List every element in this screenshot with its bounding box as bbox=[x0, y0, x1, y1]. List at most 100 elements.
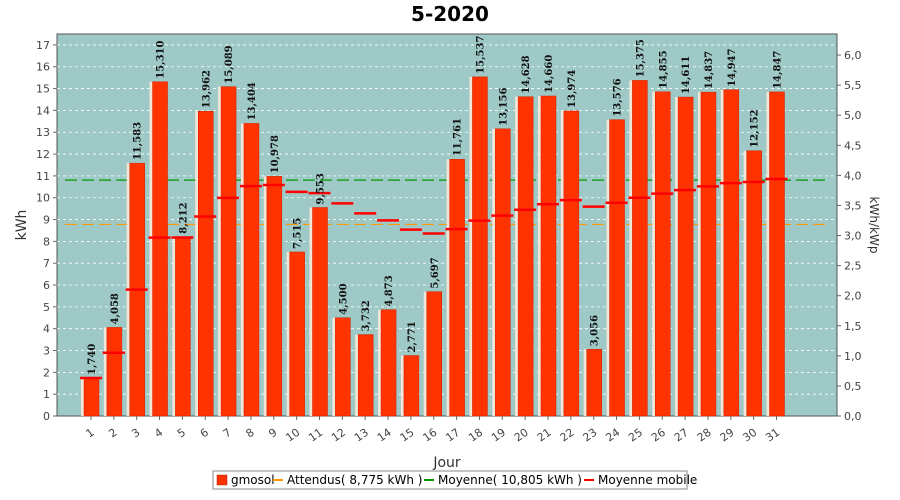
x-tick-label: 5 bbox=[175, 426, 188, 441]
y2-tick-label: 3,0 bbox=[844, 230, 862, 243]
data-label: 14,947 bbox=[727, 48, 738, 86]
y-tick-label: 4 bbox=[43, 323, 50, 336]
bar bbox=[83, 377, 100, 417]
data-label: 4,500 bbox=[338, 283, 349, 314]
bar bbox=[198, 110, 214, 417]
data-label: 15,310 bbox=[156, 40, 167, 78]
legend: gmosol Attendus( 8,775 kWh ) Moyenne( 10,8… bbox=[212, 470, 697, 490]
x-tick-label: 17 bbox=[443, 426, 462, 445]
data-label: 1,740 bbox=[87, 344, 98, 375]
x-tick-label: 26 bbox=[649, 426, 668, 445]
bar bbox=[175, 236, 191, 417]
data-label: 14,628 bbox=[521, 55, 532, 93]
y2-tick-label: 6,0 bbox=[844, 49, 862, 62]
x-tick-label: 4 bbox=[152, 426, 165, 441]
x-tick-label: 20 bbox=[512, 426, 531, 445]
data-label: 8,212 bbox=[178, 202, 189, 233]
data-label: 15,375 bbox=[635, 39, 646, 77]
x-tick-label: 14 bbox=[375, 426, 394, 445]
data-label: 14,611 bbox=[681, 56, 692, 94]
y-tick-label: 10 bbox=[36, 192, 50, 205]
y2-tick-label: 2,5 bbox=[844, 260, 862, 273]
x-tick-label: 6 bbox=[198, 426, 211, 441]
y2-tick-label: 3,5 bbox=[844, 199, 862, 212]
y-tick-label: 11 bbox=[36, 170, 50, 183]
bar bbox=[517, 96, 534, 417]
y2-tick-label: 2,0 bbox=[844, 290, 862, 303]
legend-label: Attendus( 8,775 kWh ) bbox=[287, 473, 422, 487]
bar bbox=[106, 327, 123, 417]
y-tick-label: 0 bbox=[43, 410, 50, 423]
y-tick-label: 13 bbox=[36, 126, 50, 139]
y2-tick-label: 5,0 bbox=[844, 109, 862, 122]
data-label: 4,058 bbox=[110, 293, 121, 324]
y2-tick-label: 0,5 bbox=[844, 380, 862, 393]
data-label: 5,697 bbox=[430, 257, 441, 288]
x-tick-label: 12 bbox=[329, 426, 348, 445]
bar bbox=[700, 91, 717, 417]
x-axis: 1 2 3 4 5 6 7 8 9 10 11 12 13 14 15 16 17 18 19 20 21 22 23 24 2… bbox=[84, 416, 782, 445]
y-tick-label: 17 bbox=[36, 39, 50, 52]
x-tick-label: 11 bbox=[306, 426, 325, 445]
data-label: 13,576 bbox=[613, 78, 624, 116]
bar bbox=[403, 355, 420, 417]
y-tick-label: 5 bbox=[43, 301, 50, 314]
data-label: 13,962 bbox=[201, 70, 212, 108]
x-tick-label: 27 bbox=[672, 426, 691, 445]
bar bbox=[540, 95, 557, 417]
legend-label: Moyenne mobile bbox=[598, 473, 697, 487]
y2-tick-label: 1,5 bbox=[844, 320, 862, 333]
y-tick-label: 9 bbox=[43, 214, 50, 227]
x-axis-label: Jour bbox=[432, 455, 461, 471]
y-tick-label: 16 bbox=[36, 61, 50, 74]
x-tick-label: 29 bbox=[718, 426, 737, 445]
data-labels: 1,740 4,058 11,583 15,310 8,212 13,962 15,089 1… bbox=[87, 36, 784, 375]
data-label: 9,553 bbox=[316, 173, 327, 204]
y-tick-label: 12 bbox=[36, 148, 50, 161]
bar bbox=[563, 110, 580, 417]
data-label: 3,732 bbox=[361, 300, 372, 331]
x-tick-label: 3 bbox=[129, 426, 142, 441]
data-label: 2,771 bbox=[407, 321, 418, 352]
y-axis-right: 0,0 0,5 1,0 1,5 2,0 2,5 3,0 3,5 4,0 4,5 5,0 5,5 6,0 bbox=[837, 49, 862, 423]
data-label: 12,152 bbox=[750, 109, 761, 147]
x-tick-label: 30 bbox=[740, 426, 759, 445]
bar bbox=[312, 207, 328, 417]
x-tick-label: 21 bbox=[535, 426, 554, 445]
bar bbox=[426, 291, 442, 417]
chart-title: 5-2020 bbox=[411, 2, 489, 26]
data-label: 11,761 bbox=[453, 118, 464, 156]
bar bbox=[335, 317, 351, 417]
y-tick-label: 14 bbox=[36, 104, 50, 117]
x-tick-label: 9 bbox=[266, 426, 279, 441]
x-tick-label: 25 bbox=[626, 426, 645, 445]
data-label: 14,837 bbox=[704, 51, 715, 89]
bar bbox=[380, 309, 397, 417]
x-tick-label: 23 bbox=[580, 426, 599, 445]
x-tick-label: 16 bbox=[421, 426, 440, 445]
data-label: 14,660 bbox=[544, 55, 555, 93]
x-tick-label: 7 bbox=[221, 426, 234, 441]
y2-tick-label: 0,0 bbox=[844, 410, 862, 423]
x-tick-label: 2 bbox=[106, 426, 119, 441]
y2-tick-label: 4,5 bbox=[844, 139, 862, 152]
x-tick-label: 10 bbox=[283, 426, 302, 445]
bar bbox=[472, 76, 488, 417]
legend-swatch bbox=[216, 474, 228, 486]
y-tick-label: 3 bbox=[43, 345, 50, 358]
x-tick-label: 19 bbox=[489, 426, 508, 445]
data-label: 14,847 bbox=[773, 51, 784, 89]
legend-label: gmosol bbox=[231, 473, 275, 487]
bar bbox=[746, 150, 762, 417]
bars bbox=[81, 76, 785, 417]
x-tick-label: 15 bbox=[398, 426, 417, 445]
x-tick-label: 13 bbox=[352, 426, 371, 445]
legend-label: Moyenne( 10,805 kWh ) bbox=[438, 473, 582, 487]
data-label: 7,515 bbox=[293, 218, 304, 249]
x-tick-label: 8 bbox=[243, 426, 256, 441]
data-label: 13,156 bbox=[498, 88, 509, 126]
x-tick-label: 28 bbox=[695, 426, 714, 445]
x-tick-label: 31 bbox=[763, 426, 782, 445]
